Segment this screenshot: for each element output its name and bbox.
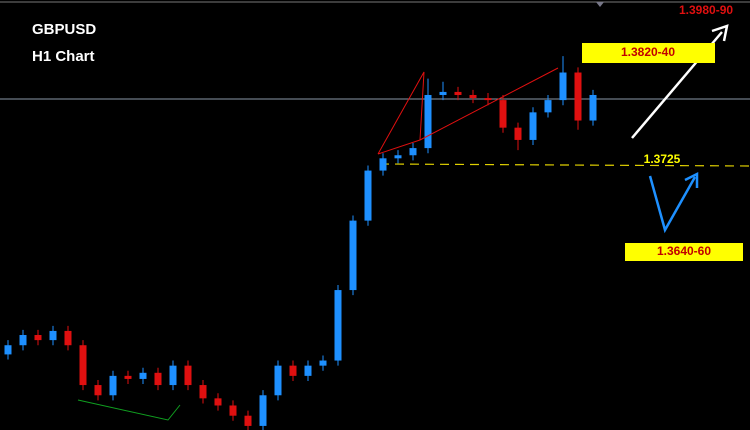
candle-body bbox=[169, 365, 177, 386]
candle-body bbox=[214, 398, 222, 406]
candle-body bbox=[154, 372, 162, 386]
candle-body bbox=[334, 290, 342, 361]
candle-body bbox=[544, 100, 552, 113]
pattern-line bbox=[77, 399, 181, 421]
candle-body bbox=[64, 330, 72, 346]
candle-body bbox=[319, 360, 327, 366]
candles bbox=[4, 56, 597, 430]
candle-body bbox=[439, 91, 447, 95]
candle-body bbox=[4, 345, 12, 355]
candle-body bbox=[94, 385, 102, 396]
chart-title: GBPUSD bbox=[32, 21, 96, 38]
candle-body bbox=[109, 375, 117, 396]
candle-body bbox=[139, 372, 147, 379]
candle-body bbox=[499, 100, 507, 128]
candle-body bbox=[484, 98, 492, 101]
chart-subtitle: H1 Chart bbox=[32, 48, 95, 65]
arrow-head bbox=[711, 24, 729, 42]
candle-body bbox=[229, 405, 237, 416]
candle-body bbox=[409, 148, 417, 156]
candle-body bbox=[349, 220, 357, 291]
support-line bbox=[379, 163, 750, 167]
candle-body bbox=[49, 330, 57, 341]
candle-body bbox=[364, 170, 372, 221]
candle-body bbox=[19, 335, 27, 346]
pattern-line bbox=[419, 67, 559, 141]
annotation: 1.3640-60 bbox=[657, 244, 711, 258]
annotation: 1.3980-90 bbox=[679, 3, 733, 17]
pattern-line bbox=[377, 71, 425, 155]
arrow-down-up bbox=[648, 175, 697, 234]
candle-body bbox=[304, 365, 312, 376]
target-box bbox=[582, 43, 715, 63]
candle-body bbox=[274, 365, 282, 396]
candle-body bbox=[199, 385, 207, 399]
candle-body bbox=[289, 365, 297, 376]
candle-body bbox=[514, 127, 522, 140]
candle-body bbox=[379, 158, 387, 171]
candle-body bbox=[529, 112, 537, 140]
candle-body bbox=[469, 94, 477, 99]
candle-body bbox=[259, 395, 267, 426]
candle-body bbox=[574, 72, 582, 121]
candle-body bbox=[34, 335, 42, 341]
candle-body bbox=[79, 345, 87, 386]
arrow-head bbox=[684, 171, 699, 188]
candle-body bbox=[244, 415, 252, 426]
candle-body bbox=[424, 94, 432, 149]
annotation: 1.3725 bbox=[644, 152, 681, 166]
candle-body bbox=[559, 72, 567, 101]
candle-body bbox=[454, 91, 462, 95]
candle-body bbox=[124, 375, 132, 379]
candle-body bbox=[394, 155, 402, 159]
candle-body bbox=[589, 94, 597, 121]
annotation: 1.3820-40 bbox=[621, 45, 675, 59]
target-box bbox=[625, 243, 743, 261]
marker bbox=[596, 2, 604, 7]
candle-body bbox=[184, 365, 192, 386]
